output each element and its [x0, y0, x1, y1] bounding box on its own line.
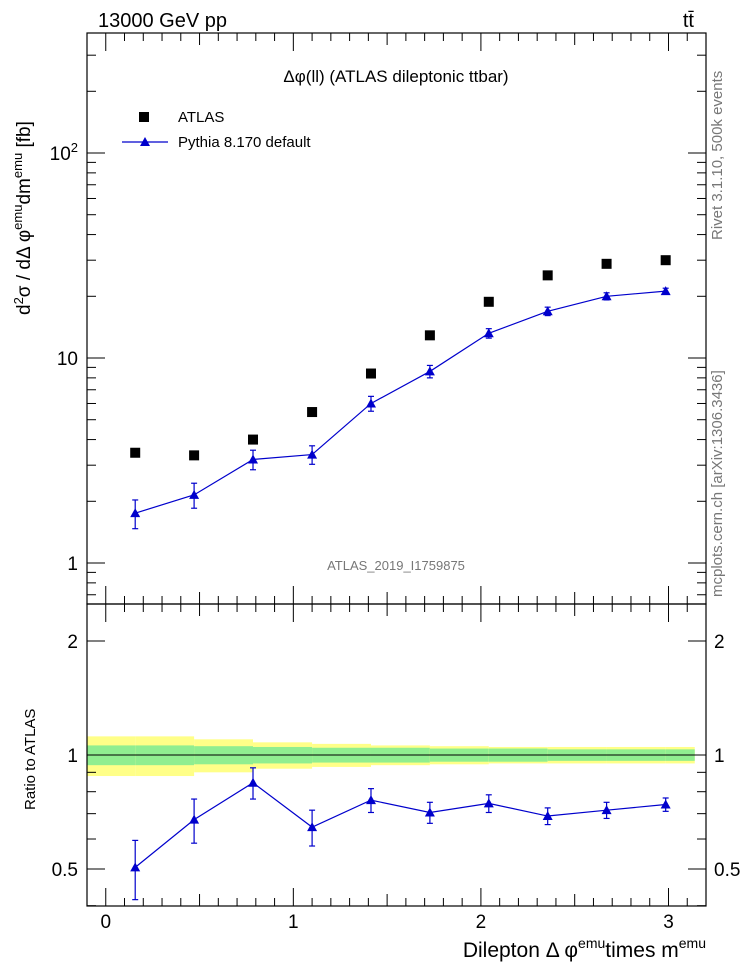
ratio-y-axis-label: Ratio to ATLAS	[22, 709, 39, 810]
watermark: ATLAS_2019_I1759875	[327, 558, 465, 573]
pythia-point	[189, 489, 200, 499]
pythia-point	[542, 306, 553, 316]
legend-marker-pythia	[140, 137, 150, 146]
main-y-tick-label: 1	[67, 554, 78, 575]
ratio-x-tick-label: 1	[288, 912, 299, 933]
pythia-point	[307, 449, 318, 459]
main-y-axis-label: d2σ / dΔ φemudmemu [fb]	[10, 121, 35, 315]
atlas-point	[248, 434, 259, 445]
ratio-x-tick-label: 0	[100, 912, 111, 933]
ratio-y-tick-label: 2	[714, 632, 725, 653]
ratio-point	[307, 822, 318, 832]
ratio-point	[248, 777, 259, 787]
pythia-point	[483, 328, 494, 338]
atlas-point	[483, 296, 494, 307]
ratio-x-tick-label: 3	[663, 912, 674, 933]
atlas-point	[130, 447, 141, 458]
main-y-tick-label: 10	[57, 349, 78, 370]
atlas-point	[424, 330, 435, 341]
ratio-point	[542, 811, 553, 821]
ratio-point	[130, 862, 141, 872]
pythia-point	[130, 508, 141, 518]
ratio-point	[424, 807, 435, 817]
ratio-point	[601, 805, 612, 815]
pythia-point	[424, 366, 435, 376]
atlas-point	[189, 450, 200, 461]
atlas-point	[660, 255, 671, 266]
ratio-point	[365, 795, 376, 805]
rivet-info: Rivet 3.1.10, 500k events	[709, 71, 726, 240]
atlas-point	[542, 270, 553, 281]
mcplots-info: mcplots.cern.ch [arXiv:1306.3436]	[709, 370, 726, 597]
ratio-y-tick-label: 0.5	[52, 860, 78, 881]
ratio-panel: 0 1 2 3 0.5 0.5 1 1 2 2 Ratio to ATLAS Dilepton Δ…	[22, 603, 740, 962]
pythia-point	[365, 398, 376, 408]
pythia-point	[601, 291, 612, 301]
main-title: Δφ(ll) (ATLAS dileptonic ttbar)	[283, 67, 508, 86]
ratio-line	[134, 781, 666, 868]
energy-label: 13000 GeV pp	[98, 10, 227, 32]
process-label: tt̄	[683, 10, 695, 32]
atlas-point	[307, 407, 318, 418]
pythia-point	[660, 286, 671, 296]
ratio-y-tick-label: 1	[714, 746, 725, 767]
pythia-point	[248, 454, 259, 464]
legend: ATLAS Pythia 8.170 default	[122, 109, 311, 151]
atlas-point	[365, 368, 376, 379]
ratio-y-tick-label: 1	[67, 746, 78, 767]
main-y-tick-label: 102	[50, 140, 78, 165]
ratio-y-tick-label: 2	[67, 632, 78, 653]
ratio-frame	[86, 603, 707, 907]
legend-label-pythia: Pythia 8.170 default	[178, 134, 311, 151]
ratio-point	[660, 799, 671, 809]
ratio-y-tick-label: 0.5	[714, 860, 740, 881]
legend-marker-atlas	[139, 112, 149, 122]
ratio-point	[483, 798, 494, 808]
legend-label-atlas: ATLAS	[178, 109, 224, 126]
ratio-x-axis-label: Dilepton Δ φemutimes memu	[463, 935, 706, 962]
ratio-x-tick-label: 2	[476, 912, 487, 933]
atlas-point	[601, 258, 612, 269]
main-panel: Δφ(ll) (ATLAS dileptonic ttbar) ATLAS_20…	[10, 32, 707, 605]
pythia-line	[135, 290, 666, 514]
ratio-point	[189, 814, 200, 824]
